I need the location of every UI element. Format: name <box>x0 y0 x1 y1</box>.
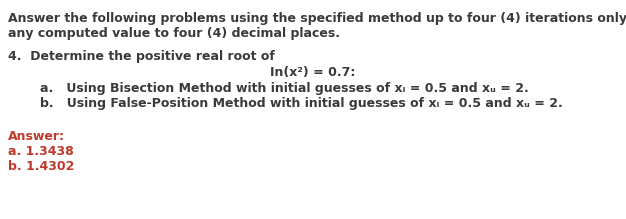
Text: In(x²) = 0.7:: In(x²) = 0.7: <box>270 66 356 79</box>
Text: Answer the following problems using the specified method up to four (4) iteratio: Answer the following problems using the … <box>8 12 626 25</box>
Text: Answer:: Answer: <box>8 130 65 143</box>
Text: b.   Using False-Position Method with initial guesses of xₗ = 0.5 and xᵤ = 2.: b. Using False-Position Method with init… <box>40 97 563 110</box>
Text: a.   Using Bisection Method with initial guesses of xₗ = 0.5 and xᵤ = 2.: a. Using Bisection Method with initial g… <box>40 82 529 95</box>
Text: any computed value to four (4) decimal places.: any computed value to four (4) decimal p… <box>8 27 340 40</box>
Text: a. 1.3438: a. 1.3438 <box>8 145 74 158</box>
Text: b. 1.4302: b. 1.4302 <box>8 160 74 173</box>
Text: 4.  Determine the positive real root of: 4. Determine the positive real root of <box>8 50 275 63</box>
